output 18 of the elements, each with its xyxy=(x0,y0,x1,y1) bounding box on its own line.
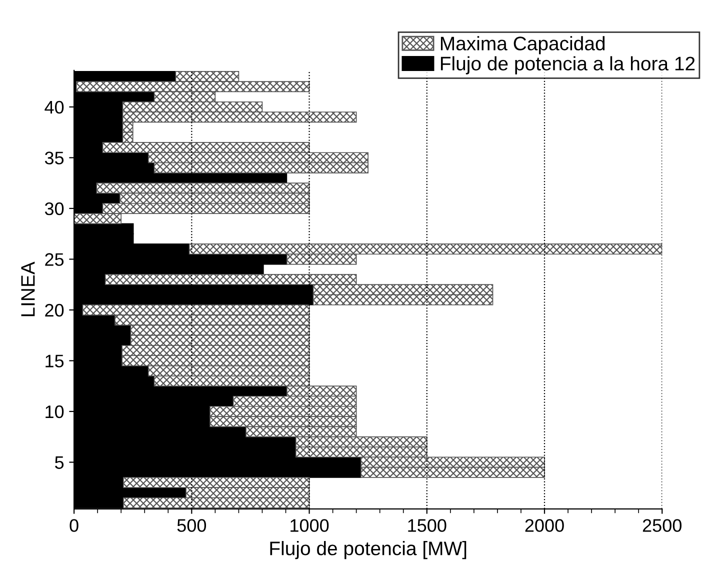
y-tick-label: 25 xyxy=(45,253,64,266)
x-tick-label: 2000 xyxy=(525,519,564,532)
y-tick-label: 30 xyxy=(44,202,64,216)
y-tick-label: 40 xyxy=(44,100,64,114)
legend-label: Flujo de potencia a la hora 12 xyxy=(440,56,695,74)
legend-label: Maxima Capacidad xyxy=(440,36,605,54)
y-axis-title: LINEA xyxy=(21,262,35,316)
y-tick-label: 35 xyxy=(44,152,64,164)
y-tick-label: 5 xyxy=(55,456,64,469)
y-tick-label: 10 xyxy=(46,405,64,418)
y-tick-label: 15 xyxy=(46,354,64,368)
x-tick-label: 2500 xyxy=(642,519,682,532)
y-tick-label: 20 xyxy=(45,304,64,317)
x-axis-title: Flujo de potencia [MW] xyxy=(270,541,466,560)
x-tick-label: 500 xyxy=(177,519,206,532)
x-tick-label: 1500 xyxy=(408,519,446,532)
x-tick-label: 0 xyxy=(70,519,78,532)
x-tick-label: 1000 xyxy=(290,519,329,532)
